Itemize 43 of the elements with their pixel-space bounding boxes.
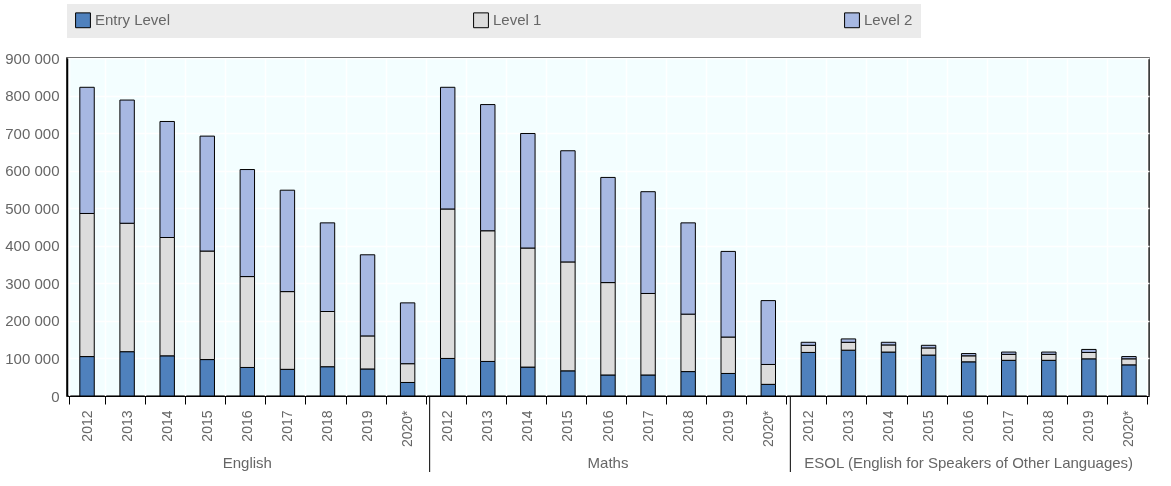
y-tick-label: 700 000 xyxy=(5,124,60,142)
y-tick-label: 800 000 xyxy=(5,87,60,105)
x-tick-label: 2016 xyxy=(599,410,616,442)
text: ESOL (English for Speakers of Other Languages) xyxy=(804,454,1134,471)
y-tick-label: 300 000 xyxy=(5,274,60,292)
y-tick-label: 200 000 xyxy=(5,312,60,330)
text: Maths xyxy=(587,454,629,471)
y-tick-label: 500 000 xyxy=(5,199,60,217)
y-tick-label: 100 000 xyxy=(5,349,60,367)
x-tick-label: 2012 xyxy=(78,410,95,442)
x-tick-label: 2020* xyxy=(759,409,776,448)
x-tick-label: 2019 xyxy=(359,410,376,442)
x-tick-label: 2018 xyxy=(1040,410,1057,442)
x-tick-label: 2012 xyxy=(799,410,816,442)
x-tick-label: 2019 xyxy=(1080,410,1097,442)
x-tick-label: 2014 xyxy=(158,410,175,442)
y-tick-label: 600 000 xyxy=(5,162,60,180)
x-tick-label: 2016 xyxy=(960,410,977,442)
x-tick-label: 2017 xyxy=(639,410,656,442)
x-tick-label: 2014 xyxy=(519,410,536,442)
x-tick-label: 2013 xyxy=(118,410,135,442)
y-tick-label: 400 000 xyxy=(5,237,60,255)
x-tick-label: 2015 xyxy=(559,410,576,442)
x-tick-label: 2019 xyxy=(719,410,736,442)
x-tick-label: 2015 xyxy=(920,410,937,442)
x-tick-label: 2017 xyxy=(1000,410,1017,442)
x-tick-label: 2016 xyxy=(238,410,255,442)
y-tick-label: 900 000 xyxy=(5,49,60,67)
text: English xyxy=(222,454,272,471)
x-tick-label: 2013 xyxy=(839,410,856,442)
x-tick-label: 2015 xyxy=(198,410,215,442)
x-tick-label: 2017 xyxy=(278,410,295,442)
x-tick-label: 2018 xyxy=(679,410,696,442)
x-tick-label: 2014 xyxy=(880,410,897,442)
legend-label: Level 1 xyxy=(493,11,542,29)
x-tick-label: 2012 xyxy=(439,410,456,442)
x-tick-label: 2020* xyxy=(1120,409,1137,448)
legend-label: Entry Level xyxy=(95,11,171,29)
x-tick-label: 2018 xyxy=(318,410,335,442)
x-tick-label: 2020* xyxy=(399,409,416,448)
legend-label: Level 2 xyxy=(864,11,913,29)
x-tick-label: 2013 xyxy=(479,410,496,442)
y-tick-label: 0 xyxy=(51,387,60,405)
